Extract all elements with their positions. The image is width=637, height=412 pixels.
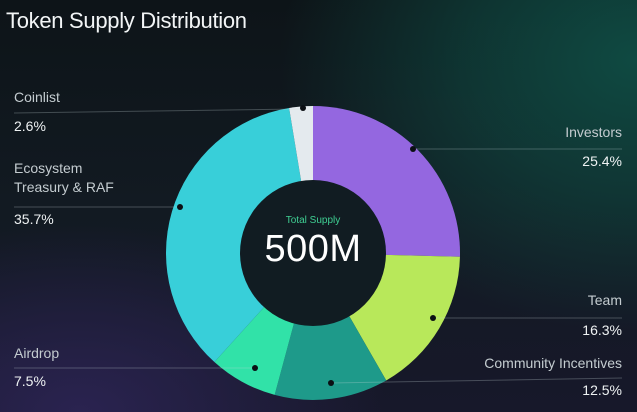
pct-team: 16.3%: [582, 322, 622, 338]
total-supply-value: 500M: [264, 228, 362, 270]
dot-coinlist: [300, 105, 306, 111]
pct-airdrop: 7.5%: [14, 373, 46, 389]
leader-line-coinlist: [13, 108, 301, 114]
dot-community: [328, 380, 334, 386]
dot-airdrop: [252, 365, 258, 371]
label-community: Community Incentives: [484, 355, 622, 371]
callout-dots: [177, 105, 436, 386]
leader-line-community: [330, 377, 623, 384]
label-investors: Investors: [565, 124, 622, 140]
slice-community-incentives: [274, 253, 387, 400]
pct-coinlist: 2.6%: [14, 118, 46, 134]
dot-investors: [410, 146, 416, 152]
label-ecosystem-line2: Treasury & RAF: [14, 179, 114, 195]
label-coinlist: Coinlist: [14, 89, 60, 105]
pct-investors: 25.4%: [582, 153, 622, 169]
label-airdrop: Airdrop: [14, 345, 60, 361]
dot-team: [430, 315, 436, 321]
pct-community: 12.5%: [582, 382, 622, 398]
label-team: Team: [587, 292, 622, 308]
pct-ecosystem: 35.7%: [14, 211, 54, 227]
page-title: Token Supply Distribution: [6, 8, 247, 33]
donut-hole: [240, 180, 386, 326]
slice-ecosystem-treasury-raf: [166, 107, 313, 363]
dot-ecosystem: [177, 204, 183, 210]
label-ecosystem-line1: Ecosystem: [14, 160, 83, 176]
leader-lines: [13, 108, 623, 384]
total-supply-label: Total Supply: [285, 215, 341, 226]
